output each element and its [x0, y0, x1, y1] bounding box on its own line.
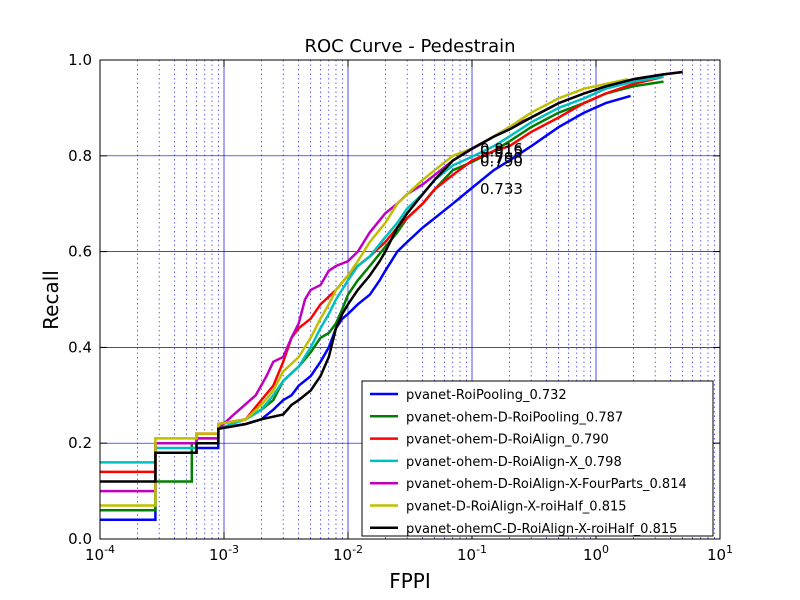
series-lines — [100, 70, 683, 522]
legend-entry: pvanet-RoiPooling_0.732 — [406, 388, 567, 403]
x-tick-label: 101 — [707, 543, 733, 564]
x-tick-label: 10-1 — [457, 543, 487, 564]
x-tick-label: 10-3 — [209, 543, 239, 564]
legend: pvanet-RoiPooling_0.732 pvanet-ohem-D-Roi… — [361, 380, 714, 537]
legend-entry: pvanet-ohem-D-RoiPooling_0.787 — [406, 410, 623, 425]
y-tick-label: 0.6 — [68, 243, 92, 261]
y-tick-label: 0.4 — [68, 338, 92, 356]
y-tick-label: 0.8 — [68, 147, 92, 165]
legend-entry: pvanet-ohem-D-RoiAlign-X-FourParts_0.814 — [406, 477, 687, 492]
legend-entry: pvanet-ohem-D-RoiAlign_0.790 — [406, 433, 609, 448]
auc-annotation: 0.798 — [480, 149, 523, 167]
axis-ticks: 10-4 10-3 10-2 10-1 100 101 0.0 0.2 0.4 0.6 0.8 1.0 — [68, 51, 733, 564]
auc-annotation: 0.790 — [480, 153, 523, 171]
y-tick-label: 0.0 — [68, 530, 92, 548]
legend-entry: pvanet-D-RoiAlign-X-roiHalf_0.815 — [406, 500, 627, 515]
legend-box — [361, 380, 714, 537]
x-axis-label: FPPI — [389, 569, 431, 593]
x-tick-label: 10-4 — [85, 543, 115, 564]
series-line — [100, 70, 683, 483]
legend-entry: pvanet-ohemC-D-RoiAlign-X-roiHalf_0.815 — [406, 522, 677, 537]
plot-frame — [99, 59, 721, 540]
y-tick-label: 1.0 — [68, 51, 92, 69]
legend-entry: pvanet-ohem-D-RoiAlign-X_0.798 — [406, 455, 622, 470]
auc-annotation: 0.816 — [480, 140, 523, 158]
x-tick-label: 100 — [583, 543, 609, 564]
chart-title: ROC Curve - Pedestrain — [304, 36, 515, 57]
auc-annotation: 0.815 — [480, 143, 523, 161]
x-tick-label: 10-2 — [333, 543, 363, 564]
y-tick-label: 0.2 — [68, 434, 92, 452]
y-axis-label: Recall — [39, 270, 63, 330]
auc-annotation: 0.733 — [480, 180, 523, 198]
